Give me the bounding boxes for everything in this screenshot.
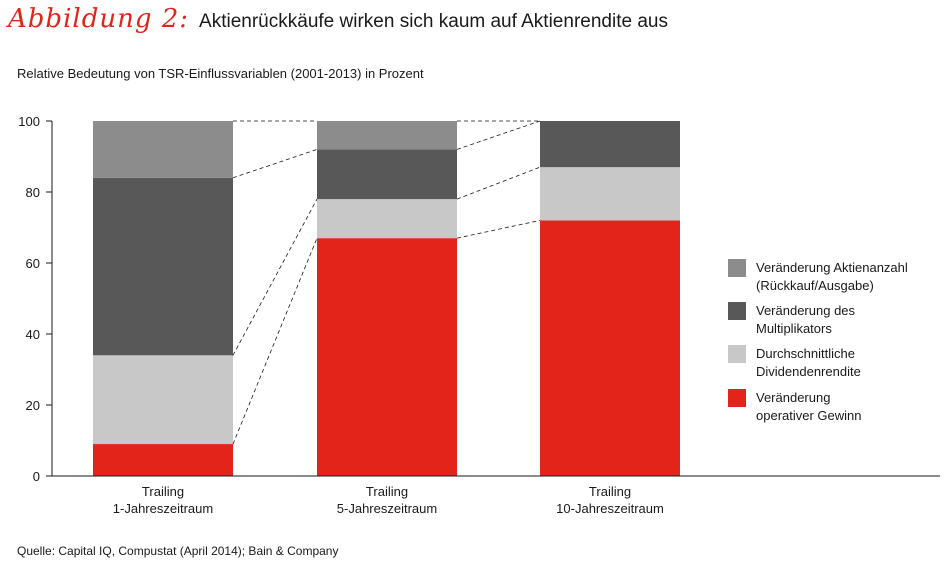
x-tick-label: Trailing 5-Jahreszeitraum [337, 484, 437, 516]
connector-line [456, 166, 541, 200]
connector-line [232, 149, 318, 179]
figure-title: Abbildung 2: Aktienrückkäufe wirken sich… [8, 4, 668, 40]
bar-segment [93, 177, 233, 356]
legend-label-line: Durchschnittliche [756, 346, 855, 361]
bar-segment [540, 167, 680, 221]
bar-segment [317, 149, 457, 200]
legend-label-line: Veränderung [756, 390, 830, 405]
bar-segment [93, 355, 233, 445]
x-tick-label: Trailing 10-Jahreszeitraum [556, 484, 664, 516]
bar-segment [317, 238, 457, 476]
y-tick-label: 100 [18, 114, 40, 129]
legend-label-line: Multiplikators [756, 321, 832, 336]
legend-label: Veränderung operativer Gewinn [756, 390, 862, 423]
x-tick-label-line: 1-Jahreszeitraum [113, 501, 213, 516]
connector-line [456, 120, 541, 150]
legend-label-line: (Rückkauf/Ausgabe) [756, 278, 874, 293]
legend-swatch [728, 389, 746, 407]
legend-label-line: Veränderung des [756, 303, 856, 318]
x-tick-label-line: Trailing [589, 484, 631, 499]
figure-title-text: Aktienrückkäufe wirken sich kaum auf Akt… [199, 11, 668, 32]
y-tick-label: 20 [26, 398, 40, 413]
bar-segment [93, 444, 233, 476]
connector-line [232, 198, 318, 356]
bar-segment [93, 121, 233, 178]
legend-label: Durchschnittliche Dividendenrendite [756, 346, 861, 379]
legend-swatch [728, 345, 746, 363]
y-tick-label: 40 [26, 327, 40, 342]
bar-segment [317, 199, 457, 239]
connector-line [456, 220, 541, 239]
y-tick-label: 0 [33, 469, 40, 484]
x-tick-label-line: 10-Jahreszeitraum [556, 501, 664, 516]
legend-label-line: Veränderung Aktienanzahl [756, 260, 908, 275]
bar-segment [317, 121, 457, 150]
bar-segment [540, 121, 680, 168]
x-tick-label-line: Trailing [142, 484, 184, 499]
legend-label: Veränderung des Multiplikators [756, 303, 856, 336]
legend-swatch [728, 302, 746, 320]
x-tick-label: Trailing 1-Jahreszeitraum [113, 484, 213, 516]
figure-label: Abbildung 2: [8, 4, 190, 34]
bar-segment [540, 220, 680, 476]
chart-subtitle: Relative Bedeutung von TSR-Einflussvaria… [17, 66, 424, 81]
source-note: Quelle: Capital IQ, Compustat (April 201… [17, 544, 339, 558]
y-tick-label: 80 [26, 185, 40, 200]
x-tick-label-line: 5-Jahreszeitraum [337, 501, 437, 516]
legend-label-line: operativer Gewinn [756, 408, 862, 423]
y-tick-label: 60 [26, 256, 40, 271]
legend-label: Veränderung Aktienanzahl (Rückkauf/Ausgab… [756, 260, 908, 293]
connector-line [232, 237, 318, 445]
legend-label-line: Dividendenrendite [756, 364, 861, 379]
x-tick-label-line: Trailing [366, 484, 408, 499]
legend-swatch [728, 259, 746, 277]
